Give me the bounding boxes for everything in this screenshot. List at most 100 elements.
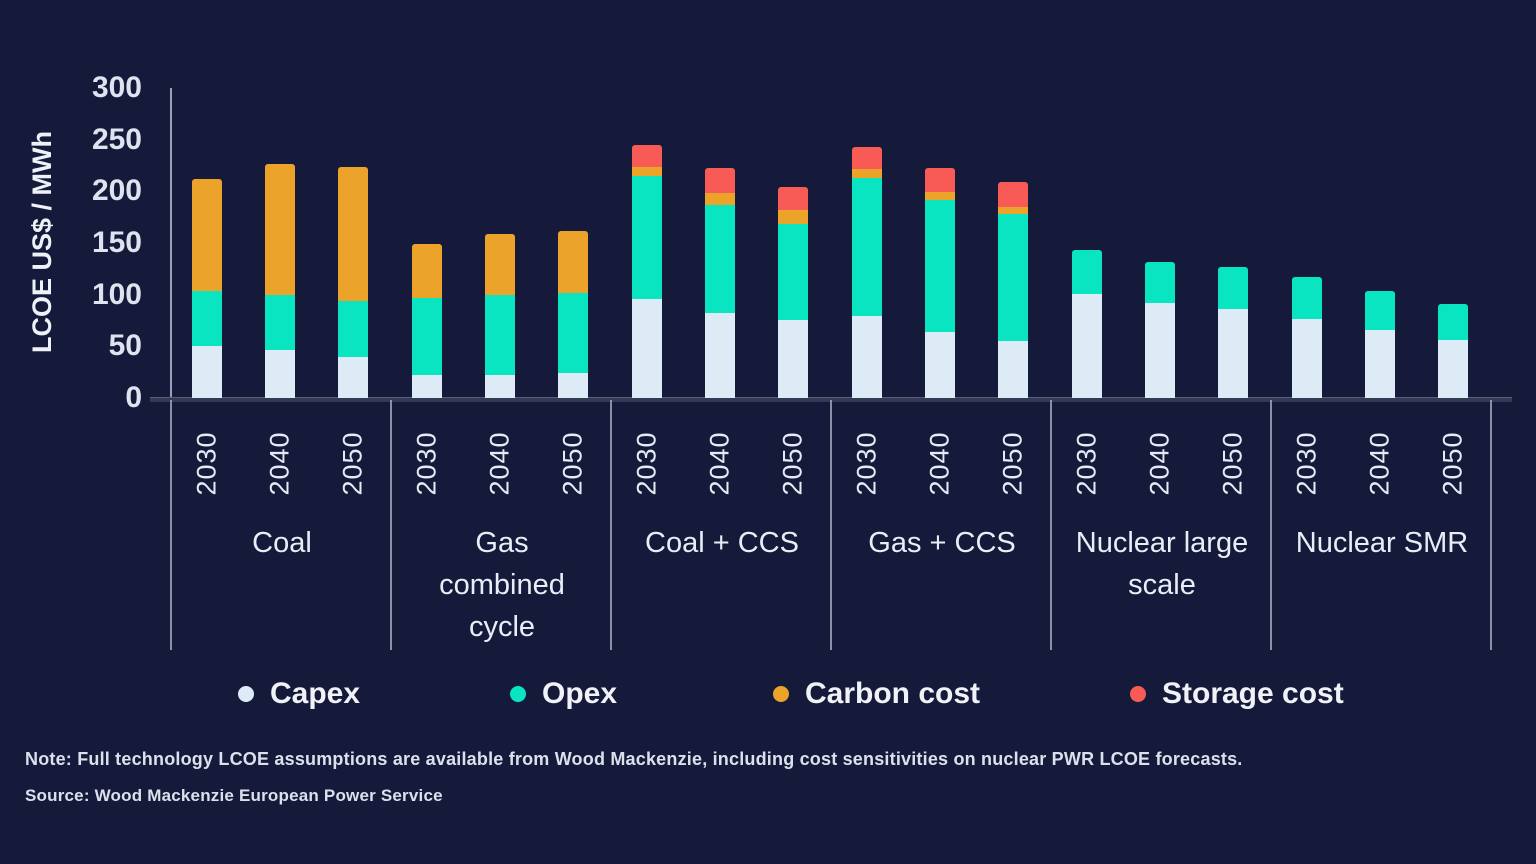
year-label-text: 2040	[1364, 430, 1395, 496]
segment-carbon-cost	[265, 164, 295, 295]
group-label-line: Coal + CCS	[645, 527, 799, 559]
segment-opex	[265, 294, 295, 351]
segment-carbon-cost	[632, 166, 662, 176]
year-label-text: 2040	[484, 430, 515, 496]
segment-opex	[1292, 277, 1322, 320]
segment-capex	[1438, 340, 1468, 398]
y-tick-label: 150	[91, 226, 142, 259]
segment-carbon-cost	[338, 166, 368, 301]
segment-storage-cost	[705, 167, 735, 194]
segment-carbon-cost	[998, 206, 1028, 215]
year-label-text: 2040	[704, 430, 735, 496]
year-label: 2030	[837, 412, 897, 514]
segment-capex	[338, 356, 368, 398]
segment-opex	[632, 175, 662, 299]
bar-gas-combined-cycle-2050	[558, 230, 588, 398]
carbon-cost-legend-dot-icon	[773, 686, 789, 702]
year-label-text: 2030	[1071, 430, 1102, 496]
segment-storage-cost	[998, 182, 1028, 207]
segment-opex	[1218, 266, 1248, 310]
bar-gas-combined-cycle-2030	[412, 244, 442, 398]
bar-nuclear-large-scale-2040	[1145, 261, 1175, 398]
segment-storage-cost	[852, 146, 882, 169]
group-divider	[830, 400, 832, 650]
segment-carbon-cost	[412, 244, 442, 298]
segment-carbon-cost	[705, 193, 735, 205]
group-label-line: Nuclear SMR	[1295, 527, 1469, 559]
y-tick-label: 100	[91, 277, 142, 311]
year-label: 2050	[763, 412, 823, 514]
year-label-text: 2030	[191, 430, 222, 496]
group-label-line: Coal	[252, 527, 312, 559]
segment-carbon-cost	[192, 178, 222, 291]
group-label-line: Gas + CCS	[868, 527, 1016, 559]
source-text: Source: Wood Mackenzie European Power Se…	[25, 786, 443, 805]
year-label-text: 2030	[631, 430, 662, 496]
segment-opex	[1072, 250, 1102, 294]
bar-coal-ccs-2040	[705, 167, 735, 398]
segment-carbon-cost	[485, 233, 515, 295]
capex-legend-dot-icon	[238, 686, 254, 702]
segment-carbon-cost	[852, 168, 882, 178]
legend-label: Storage cost	[1162, 677, 1344, 710]
year-label: 2040	[690, 412, 750, 514]
segment-capex	[632, 298, 662, 398]
segment-capex	[485, 375, 515, 398]
year-label: 2050	[1203, 412, 1263, 514]
year-label: 2040	[250, 412, 310, 514]
bar-gas-ccs-2050	[998, 182, 1028, 398]
year-label: 2050	[983, 412, 1043, 514]
opex-legend-dot-icon	[510, 686, 526, 702]
bar-gas-ccs-2030	[852, 146, 882, 398]
legend-label: Carbon cost	[805, 677, 981, 710]
group-label-nuclear-smr: Nuclear SMR	[1272, 522, 1492, 564]
y-axis-line	[170, 88, 172, 398]
group-label-coal-ccs: Coal + CCS	[612, 522, 832, 564]
bar-coal-2050	[338, 166, 368, 398]
year-label: 2050	[1423, 412, 1483, 514]
year-label: 2040	[1350, 412, 1410, 514]
segment-opex	[1438, 303, 1468, 341]
segment-storage-cost	[925, 167, 955, 193]
bar-coal-ccs-2030	[632, 144, 662, 398]
year-label: 2030	[177, 412, 237, 514]
y-tick-label: 200	[91, 174, 142, 208]
segment-capex	[558, 373, 588, 398]
year-label-text: 2050	[1217, 430, 1248, 496]
year-label-text: 2040	[264, 430, 295, 496]
legend-item-storage-cost: Storage cost	[1130, 676, 1344, 712]
year-label-text: 2050	[777, 430, 808, 496]
y-tick-label: 300	[91, 71, 142, 104]
note-text: Note: Full technology LCOE assumptions a…	[25, 749, 1243, 769]
segment-capex	[265, 350, 295, 398]
segment-capex	[1292, 319, 1322, 398]
year-label: 2030	[397, 412, 457, 514]
group-divider	[1490, 400, 1492, 650]
segment-storage-cost	[778, 187, 808, 210]
segment-opex	[412, 297, 442, 376]
legend-item-carbon-cost: Carbon cost	[773, 676, 980, 712]
legend-item-opex: Opex	[510, 676, 617, 712]
bar-gas-combined-cycle-2040	[485, 233, 515, 398]
bar-coal-2040	[265, 164, 295, 398]
segment-capex	[1145, 302, 1175, 398]
group-divider	[390, 400, 392, 650]
group-label-line: Gas	[475, 527, 529, 559]
segment-opex	[485, 294, 515, 376]
segment-opex	[852, 177, 882, 317]
bar-nuclear-large-scale-2050	[1218, 266, 1248, 398]
storage-cost-legend-dot-icon	[1130, 686, 1146, 702]
year-label: 2030	[1277, 412, 1337, 514]
group-label-line: scale	[1128, 569, 1196, 601]
year-label-text: 2050	[337, 430, 368, 496]
year-label: 2050	[543, 412, 603, 514]
segment-opex	[925, 199, 955, 332]
segment-capex	[998, 341, 1028, 398]
segment-opex	[558, 292, 588, 374]
legend-label: Opex	[542, 677, 618, 710]
segment-capex	[412, 375, 442, 398]
segment-carbon-cost	[778, 209, 808, 225]
year-label: 2030	[1057, 412, 1117, 514]
year-label: 2040	[910, 412, 970, 514]
